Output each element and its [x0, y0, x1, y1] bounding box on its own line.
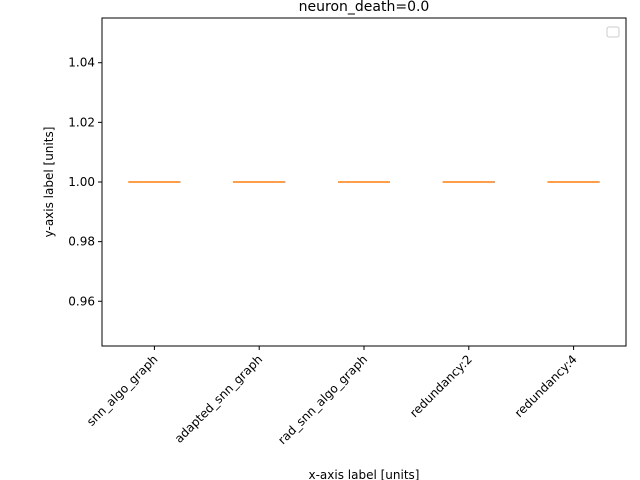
- y-tick-label: 0.96: [68, 294, 95, 308]
- y-axis-ticks: 0.96 0.98 1.00 1.02 1.04: [68, 56, 102, 308]
- y-tick-label: 1.04: [68, 56, 95, 70]
- x-tick-label: snn_algo_graph: [84, 352, 161, 429]
- x-tick-label: rad_snn_algo_graph: [275, 352, 370, 447]
- x-axis-label: x-axis label [units]: [309, 468, 420, 480]
- y-axis-label: y-axis label [units]: [42, 127, 56, 238]
- chart-title: neuron_death=0.0: [299, 0, 430, 15]
- x-tick-label: adapted_snn_graph: [172, 352, 266, 446]
- y-tick-label: 0.98: [68, 235, 95, 249]
- x-axis-ticks: snn_algo_graph adapted_snn_graph rad_snn_a…: [84, 346, 580, 447]
- legend-box: [606, 26, 620, 38]
- x-tick-label: redundancy:4: [512, 352, 580, 420]
- x-tick-label: redundancy:2: [407, 352, 475, 420]
- y-tick-label: 1.02: [68, 115, 95, 129]
- y-tick-label: 1.00: [68, 175, 95, 189]
